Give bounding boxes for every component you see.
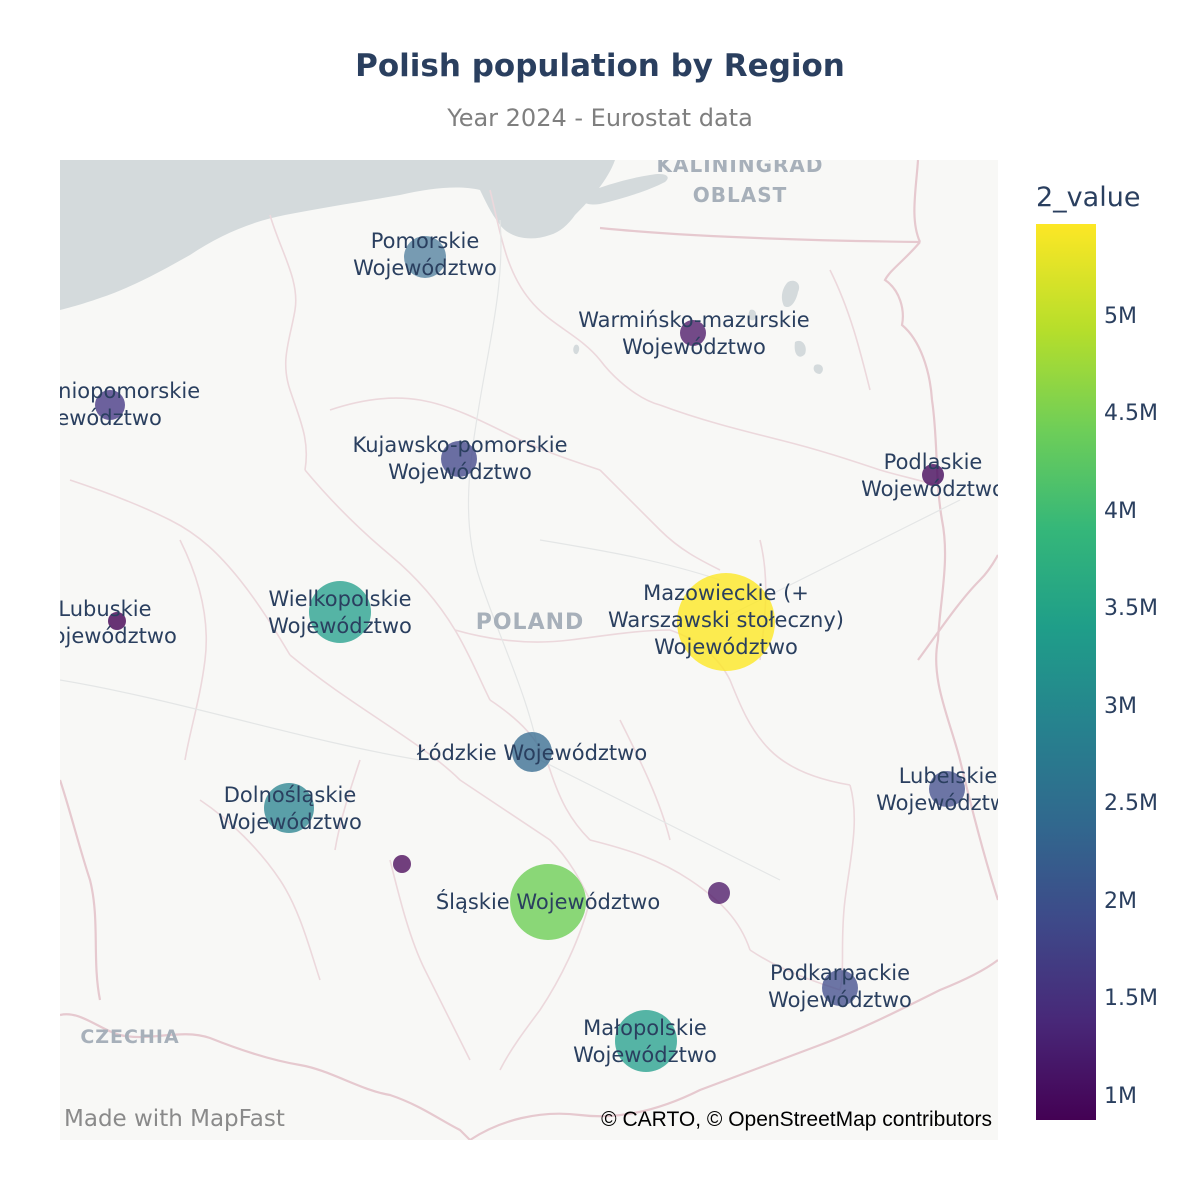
bubble-podlaskie[interactable]: [922, 464, 944, 486]
region-label-line: Województwo: [60, 624, 177, 648]
region-label: Lubuskie Województwo: [60, 596, 195, 650]
kaliningrad-label-line1: KALININGRAD: [656, 160, 824, 177]
kaliningrad-label: KALININGRAD OBLAST: [620, 160, 860, 210]
colorbar-title: 2_value: [1036, 182, 1141, 213]
region-label-line: Podkarpackie: [769, 961, 911, 985]
region-label-line: Województwo: [876, 791, 998, 815]
region-label: Mazowieckie (+ Warszawski stołeczny) Woj…: [596, 580, 856, 661]
region-label-line: Małopolskie: [583, 1016, 707, 1040]
region-label: Śląskie Województwo: [418, 889, 678, 916]
region-label-line: Województwo: [861, 477, 998, 501]
bubble-zachodniopomorskie[interactable]: [95, 390, 125, 420]
region-label-line: Lubelskie: [898, 764, 998, 788]
basemap: [60, 160, 998, 1140]
region-label-line: Pomorskie: [370, 229, 480, 253]
region-label: Małopolskie Województwo: [555, 1015, 735, 1069]
bubble-opolskie[interactable]: [393, 855, 411, 873]
colorbar-tick: 4.5M: [1104, 401, 1158, 426]
bubble-lubelskie[interactable]: [929, 771, 965, 807]
region-label: Pomorskie Województwo: [305, 228, 545, 282]
region-label-line: Śląskie Województwo: [435, 890, 661, 914]
colorbar-tick: 5M: [1104, 304, 1137, 329]
region-label: Lubelskie Województwo: [858, 763, 998, 817]
region-label-line: Warszawski stołeczny): [608, 608, 844, 632]
colorbar-tick: 4M: [1104, 499, 1137, 524]
bubble-layer: [95, 236, 965, 1072]
bubble-mazowieckie[interactable]: [677, 573, 775, 671]
baltic-sea: [60, 160, 615, 310]
kaliningrad-label-line2: OBLAST: [692, 183, 788, 207]
colorbar-tick: 3.5M: [1104, 596, 1158, 621]
region-label-line: Zachodniopomorskie: [60, 379, 201, 403]
bubble-warminsko-mazurskie[interactable]: [680, 320, 706, 346]
vistula-lagoon: [579, 173, 668, 205]
map-canvas[interactable]: KALININGRAD OBLAST POLAND CZECHIA Pomors…: [60, 160, 998, 1140]
chart-title: Polish population by Region: [355, 48, 845, 84]
region-label: Podkarpackie Województwo: [750, 960, 930, 1014]
region-label-line: Dolnośląskie: [223, 783, 357, 807]
region-label-line: Województwo: [622, 335, 766, 359]
region-label-line: Mazowieckie (+: [643, 581, 809, 605]
region-label: Wielkopolskie Województwo: [240, 586, 440, 640]
map-attribution[interactable]: © CARTO, © OpenStreetMap contributors: [601, 1108, 992, 1131]
region-label-line: Województwo: [268, 614, 412, 638]
bubble-slaskie[interactable]: [510, 864, 586, 940]
bubble-malopolskie[interactable]: [615, 1010, 677, 1072]
region-label-line: Województwo: [573, 1043, 717, 1067]
bubble-dolnoslaskie[interactable]: [264, 783, 314, 833]
chart-subtitle: Year 2024 - Eurostat data: [447, 104, 753, 132]
czechia-label: CZECHIA: [80, 1026, 180, 1048]
region-label: Łódzkie Województwo: [402, 740, 662, 767]
colorbar-tick: 2.5M: [1104, 791, 1158, 816]
region-label-line: Łódzkie Województwo: [416, 741, 648, 765]
bubble-pomorskie[interactable]: [404, 236, 446, 278]
region-label-line: Województwo: [218, 810, 362, 834]
bubble-swietokrzyskie[interactable]: [708, 882, 730, 904]
colorbar-tick: 3M: [1104, 694, 1137, 719]
mapfast-watermark: Made with MapFast: [64, 1106, 285, 1132]
bubble-podkarpackie[interactable]: [822, 970, 858, 1006]
region-label-line: Kujawsko-pomorskie: [352, 433, 568, 457]
region-label-line: Lubuskie: [60, 597, 152, 621]
region-label: Warmińsko-mazurskie Województwo: [554, 307, 834, 361]
region-label-line: Województwo: [60, 406, 162, 430]
region-label-line: Warmińsko-mazurskie: [578, 308, 810, 332]
bubble-kujawsko-pomorskie[interactable]: [441, 441, 477, 477]
bubble-lodzkie[interactable]: [512, 732, 552, 772]
region-label-line: Województwo: [768, 988, 912, 1012]
bubble-lubuskie[interactable]: [108, 612, 126, 630]
region-label-line: Województwo: [353, 256, 497, 280]
region-label-line: Podlaskie: [883, 450, 983, 474]
region-label: Podlaskie Województwo: [848, 449, 998, 503]
colorbar: [1036, 224, 1096, 1120]
colorbar-tick: 2M: [1104, 889, 1137, 914]
region-label-line: Województwo: [388, 460, 532, 484]
region-label-line: Województwo: [654, 635, 798, 659]
bubble-wielkopolskie[interactable]: [309, 581, 371, 643]
colorbar-tick: 1.5M: [1104, 986, 1158, 1011]
colorbar-tick: 1M: [1104, 1084, 1137, 1109]
region-label-line: Wielkopolskie: [268, 587, 412, 611]
poland-label: POLAND: [475, 610, 585, 635]
region-label: Zachodniopomorskie Województwo: [60, 378, 240, 432]
region-label: Kujawsko-pomorskie Województwo: [330, 432, 590, 486]
region-label: Dolnośląskie Województwo: [190, 782, 390, 836]
